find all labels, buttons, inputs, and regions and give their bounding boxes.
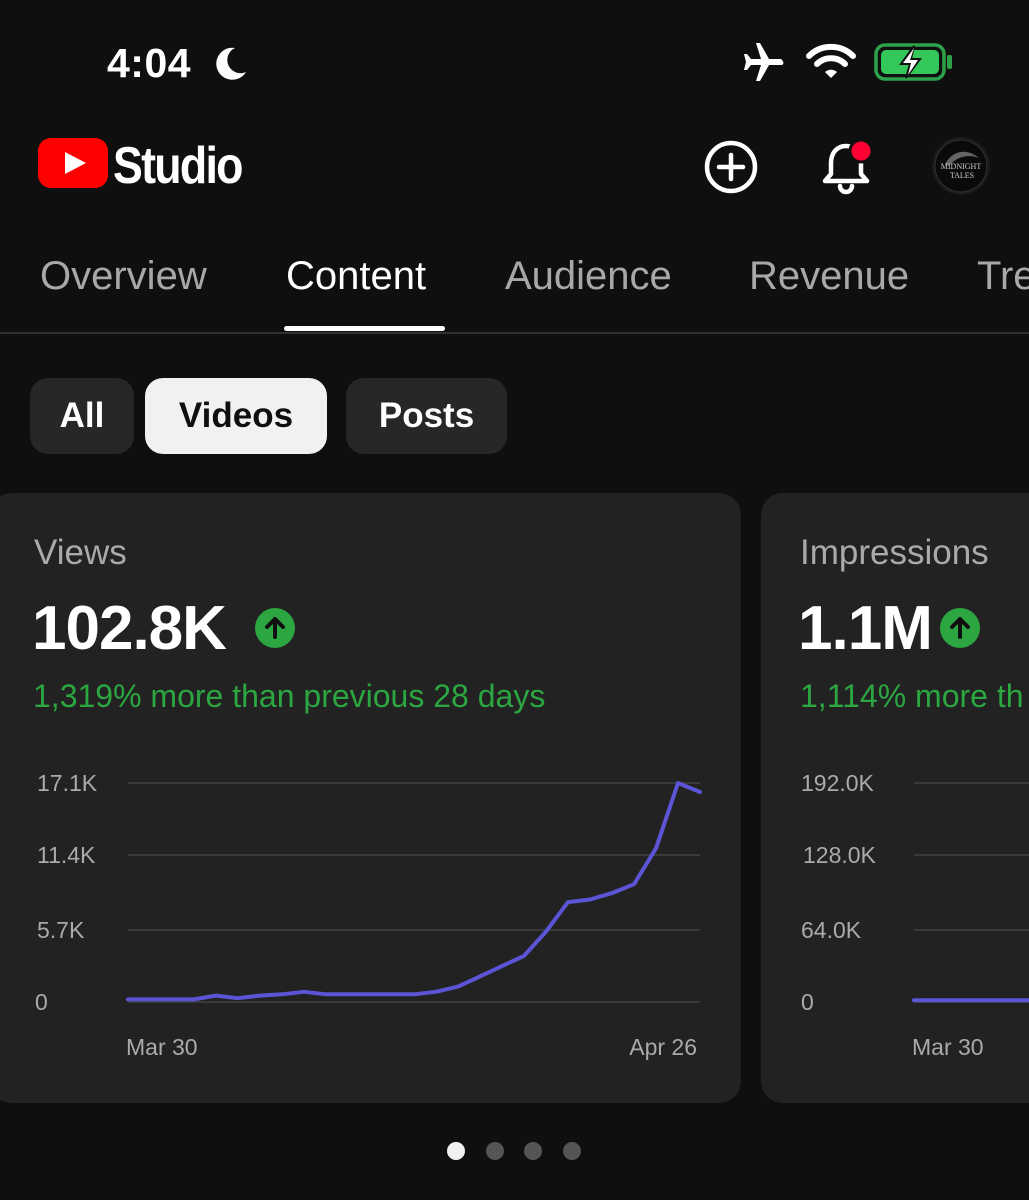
- analytics-tabs: Overview Content Audience Revenue Tre: [0, 240, 1029, 334]
- page-dot-1[interactable]: [447, 1142, 465, 1160]
- status-time: 4:04: [107, 40, 192, 86]
- filter-chip-videos[interactable]: Videos: [145, 378, 327, 454]
- metric-value: 102.8K: [32, 594, 227, 663]
- metric-label: Impressions: [800, 533, 989, 572]
- create-plus-icon[interactable]: [703, 139, 759, 195]
- metric-label: Views: [34, 533, 127, 572]
- metric-value: 1.1M: [798, 594, 933, 663]
- metric-card-views[interactable]: Views 102.8K 1,319% more than previous 2…: [0, 493, 741, 1103]
- filter-chip-posts[interactable]: Posts: [346, 378, 507, 454]
- active-tab-indicator: [284, 326, 445, 331]
- avatar[interactable]: MIDNIGHT TALES: [931, 136, 991, 196]
- metric-card-impressions[interactable]: Impressions 1.1M 1,114% more th 192.0K 1…: [761, 493, 1029, 1103]
- page-dot-3[interactable]: [524, 1142, 542, 1160]
- y-tick-label-mid-high: 11.4K: [37, 842, 96, 868]
- tab-content[interactable]: Content: [286, 254, 427, 298]
- metric-change: 1,319% more than previous 28 days: [33, 678, 546, 714]
- tab-audience[interactable]: Audience: [505, 254, 672, 298]
- x-tick-label-end: Apr 26: [629, 1034, 697, 1060]
- y-tick-label-max: 192.0K: [801, 770, 875, 796]
- y-tick-label-max: 17.1K: [37, 770, 98, 796]
- filter-chip-all[interactable]: All: [30, 378, 134, 454]
- trend-up-icon: [940, 608, 980, 648]
- page-dot-2[interactable]: [486, 1142, 504, 1160]
- trend-up-icon: [255, 608, 295, 648]
- views-line-chart: 17.1K 11.4K 5.7K 0 Mar 30 Apr 26: [35, 770, 702, 1060]
- avatar-text-tales: TALES: [950, 171, 974, 180]
- x-tick-label-start: Mar 30: [126, 1034, 198, 1060]
- x-tick-label-start: Mar 30: [912, 1034, 984, 1060]
- moon-icon: [216, 47, 246, 80]
- y-tick-label-mid-low: 64.0K: [801, 917, 862, 943]
- page-dot-4[interactable]: [563, 1142, 581, 1160]
- battery-charging-icon: [874, 43, 952, 81]
- youtube-logo-icon[interactable]: [38, 138, 108, 188]
- tab-revenue[interactable]: Revenue: [749, 254, 910, 298]
- y-tick-label-mid-high: 128.0K: [803, 842, 877, 868]
- tab-overview[interactable]: Overview: [40, 254, 207, 298]
- impressions-line-chart: 192.0K 128.0K 64.0K 0 Mar 30: [801, 770, 1029, 1060]
- airplane-icon: [744, 43, 784, 81]
- metric-change: 1,114% more th: [800, 678, 1024, 714]
- wifi-icon: [806, 43, 856, 78]
- y-tick-label-mid-low: 5.7K: [37, 917, 85, 943]
- y-tick-label-zero: 0: [801, 989, 814, 1015]
- tab-trends[interactable]: Tre: [977, 254, 1029, 298]
- notifications-bell-icon[interactable]: [818, 136, 880, 198]
- y-tick-label-zero: 0: [35, 989, 48, 1015]
- app-name: Studio: [113, 137, 244, 195]
- views-series-line: [126, 781, 702, 1002]
- avatar-text-midnight: MIDNIGHT: [941, 162, 982, 171]
